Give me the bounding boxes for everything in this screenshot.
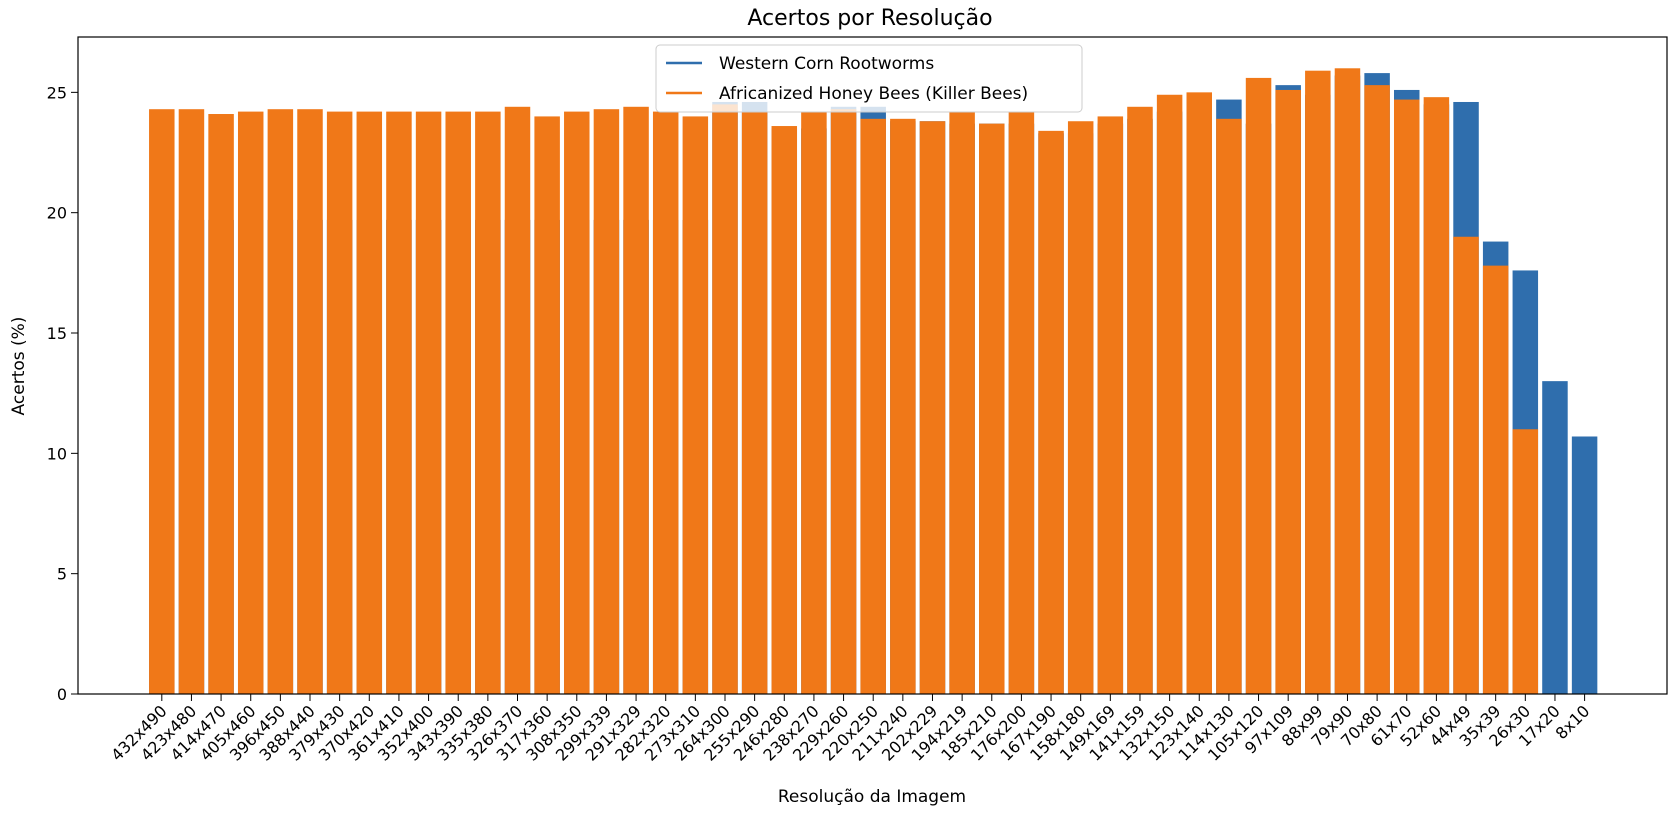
bar-africanized-honey-bees-killer-bees-370x420 <box>356 111 383 695</box>
bar-africanized-honey-bees-killer-bees-158x180 <box>1067 121 1094 695</box>
y-tick-label-5: 5 <box>57 565 67 584</box>
bar-africanized-honey-bees-killer-bees-326x370 <box>504 106 531 695</box>
bar-africanized-honey-bees-killer-bees-35x39 <box>1482 265 1509 694</box>
bars-group <box>149 68 1598 695</box>
bar-africanized-honey-bees-killer-bees-405x460 <box>237 111 264 695</box>
bar-africanized-honey-bees-killer-bees-176x200 <box>1008 111 1035 695</box>
bar-africanized-honey-bees-killer-bees-79x90 <box>1334 68 1361 695</box>
bar-africanized-honey-bees-killer-bees-26x30 <box>1512 429 1539 694</box>
bar-western-corn-rootworms-8x10 <box>1571 436 1598 694</box>
bar-africanized-honey-bees-killer-bees-432x490 <box>149 109 175 694</box>
x-axis-ticks: 432x490423x480414x470405x460396x450388x4… <box>107 694 1593 765</box>
x-tick-label-8x10: 8x10 <box>1552 701 1594 743</box>
bar-africanized-honey-bees-killer-bees-299x339 <box>593 109 620 694</box>
bar-africanized-honey-bees-killer-bees-264x300 <box>712 104 738 694</box>
bar-africanized-honey-bees-killer-bees-396x450 <box>267 109 294 694</box>
bar-africanized-honey-bees-killer-bees-97x109 <box>1275 89 1301 694</box>
x-axis-label: Resolução da Imagem <box>778 787 966 807</box>
bar-africanized-honey-bees-killer-bees-70x80 <box>1364 85 1390 694</box>
bar-africanized-honey-bees-killer-bees-141x159 <box>1127 106 1153 695</box>
chart-title: Acertos por Resolução <box>747 6 992 31</box>
bar-africanized-honey-bees-killer-bees-273x310 <box>682 116 709 695</box>
bar-africanized-honey-bees-killer-bees-388x440 <box>297 109 323 694</box>
bar-africanized-honey-bees-killer-bees-105x120 <box>1245 77 1272 694</box>
bar-africanized-honey-bees-killer-bees-202x229 <box>919 121 946 695</box>
bar-africanized-honey-bees-killer-bees-167x190 <box>1038 130 1064 695</box>
bar-africanized-honey-bees-killer-bees-194x219 <box>949 111 975 695</box>
bar-africanized-honey-bees-killer-bees-282x320 <box>652 111 679 695</box>
legend-label-africanized-honey-bees: Africanized Honey Bees (Killer Bees) <box>719 84 1028 104</box>
bar-africanized-honey-bees-killer-bees-343x390 <box>445 111 471 695</box>
legend-label-western-corn-rootworms: Western Corn Rootworms <box>719 54 934 74</box>
bar-africanized-honey-bees-killer-bees-229x260 <box>830 109 857 694</box>
bar-africanized-honey-bees-killer-bees-352x400 <box>415 111 442 695</box>
bar-western-corn-rootworms-17x20 <box>1542 381 1568 694</box>
y-tick-label-20: 20 <box>47 204 67 223</box>
bar-africanized-honey-bees-killer-bees-414x470 <box>208 114 234 694</box>
legend: Western Corn Rootworms Africanized Honey… <box>655 44 1083 113</box>
plot-frame <box>77 36 1668 695</box>
y-tick-label-10: 10 <box>47 444 67 463</box>
bar-africanized-honey-bees-killer-bees-220x250 <box>860 118 886 694</box>
bar-africanized-honey-bees-killer-bees-246x280 <box>771 126 798 695</box>
bar-africanized-honey-bees-killer-bees-88x99 <box>1305 70 1331 694</box>
y-axis-label: Acertos (%) <box>9 317 29 416</box>
bar-africanized-honey-bees-killer-bees-361x410 <box>386 111 412 695</box>
y-tick-label-0: 0 <box>57 685 67 704</box>
bar-africanized-honey-bees-killer-bees-211x240 <box>890 118 916 694</box>
y-axis-ticks: 0 5 10 15 20 25 <box>47 83 78 704</box>
y-tick-label-15: 15 <box>47 324 67 343</box>
bar-africanized-honey-bees-killer-bees-44x49 <box>1453 236 1479 694</box>
bar-africanized-honey-bees-killer-bees-238x270 <box>801 111 827 695</box>
bar-africanized-honey-bees-killer-bees-149x169 <box>1097 116 1124 695</box>
bar-africanized-honey-bees-killer-bees-123x140 <box>1186 92 1212 695</box>
bar-africanized-honey-bees-killer-bees-291x329 <box>623 106 649 695</box>
bar-africanized-honey-bees-killer-bees-132x150 <box>1156 94 1183 694</box>
bar-africanized-honey-bees-killer-bees-52x60 <box>1423 97 1450 694</box>
bar-africanized-honey-bees-killer-bees-61x70 <box>1394 99 1420 694</box>
bar-africanized-honey-bees-killer-bees-114x130 <box>1216 118 1242 694</box>
y-tick-label-25: 25 <box>47 83 67 102</box>
bar-africanized-honey-bees-killer-bees-255x290 <box>741 111 768 695</box>
legend-frame <box>655 44 1083 113</box>
bar-africanized-honey-bees-killer-bees-317x360 <box>534 116 560 695</box>
bar-africanized-honey-bees-killer-bees-379x430 <box>326 111 353 695</box>
bar-africanized-honey-bees-killer-bees-423x480 <box>178 109 205 694</box>
bar-africanized-honey-bees-killer-bees-308x350 <box>564 111 590 695</box>
bar-africanized-honey-bees-killer-bees-185x210 <box>979 123 1005 694</box>
bar-africanized-honey-bees-killer-bees-335x380 <box>475 111 501 695</box>
